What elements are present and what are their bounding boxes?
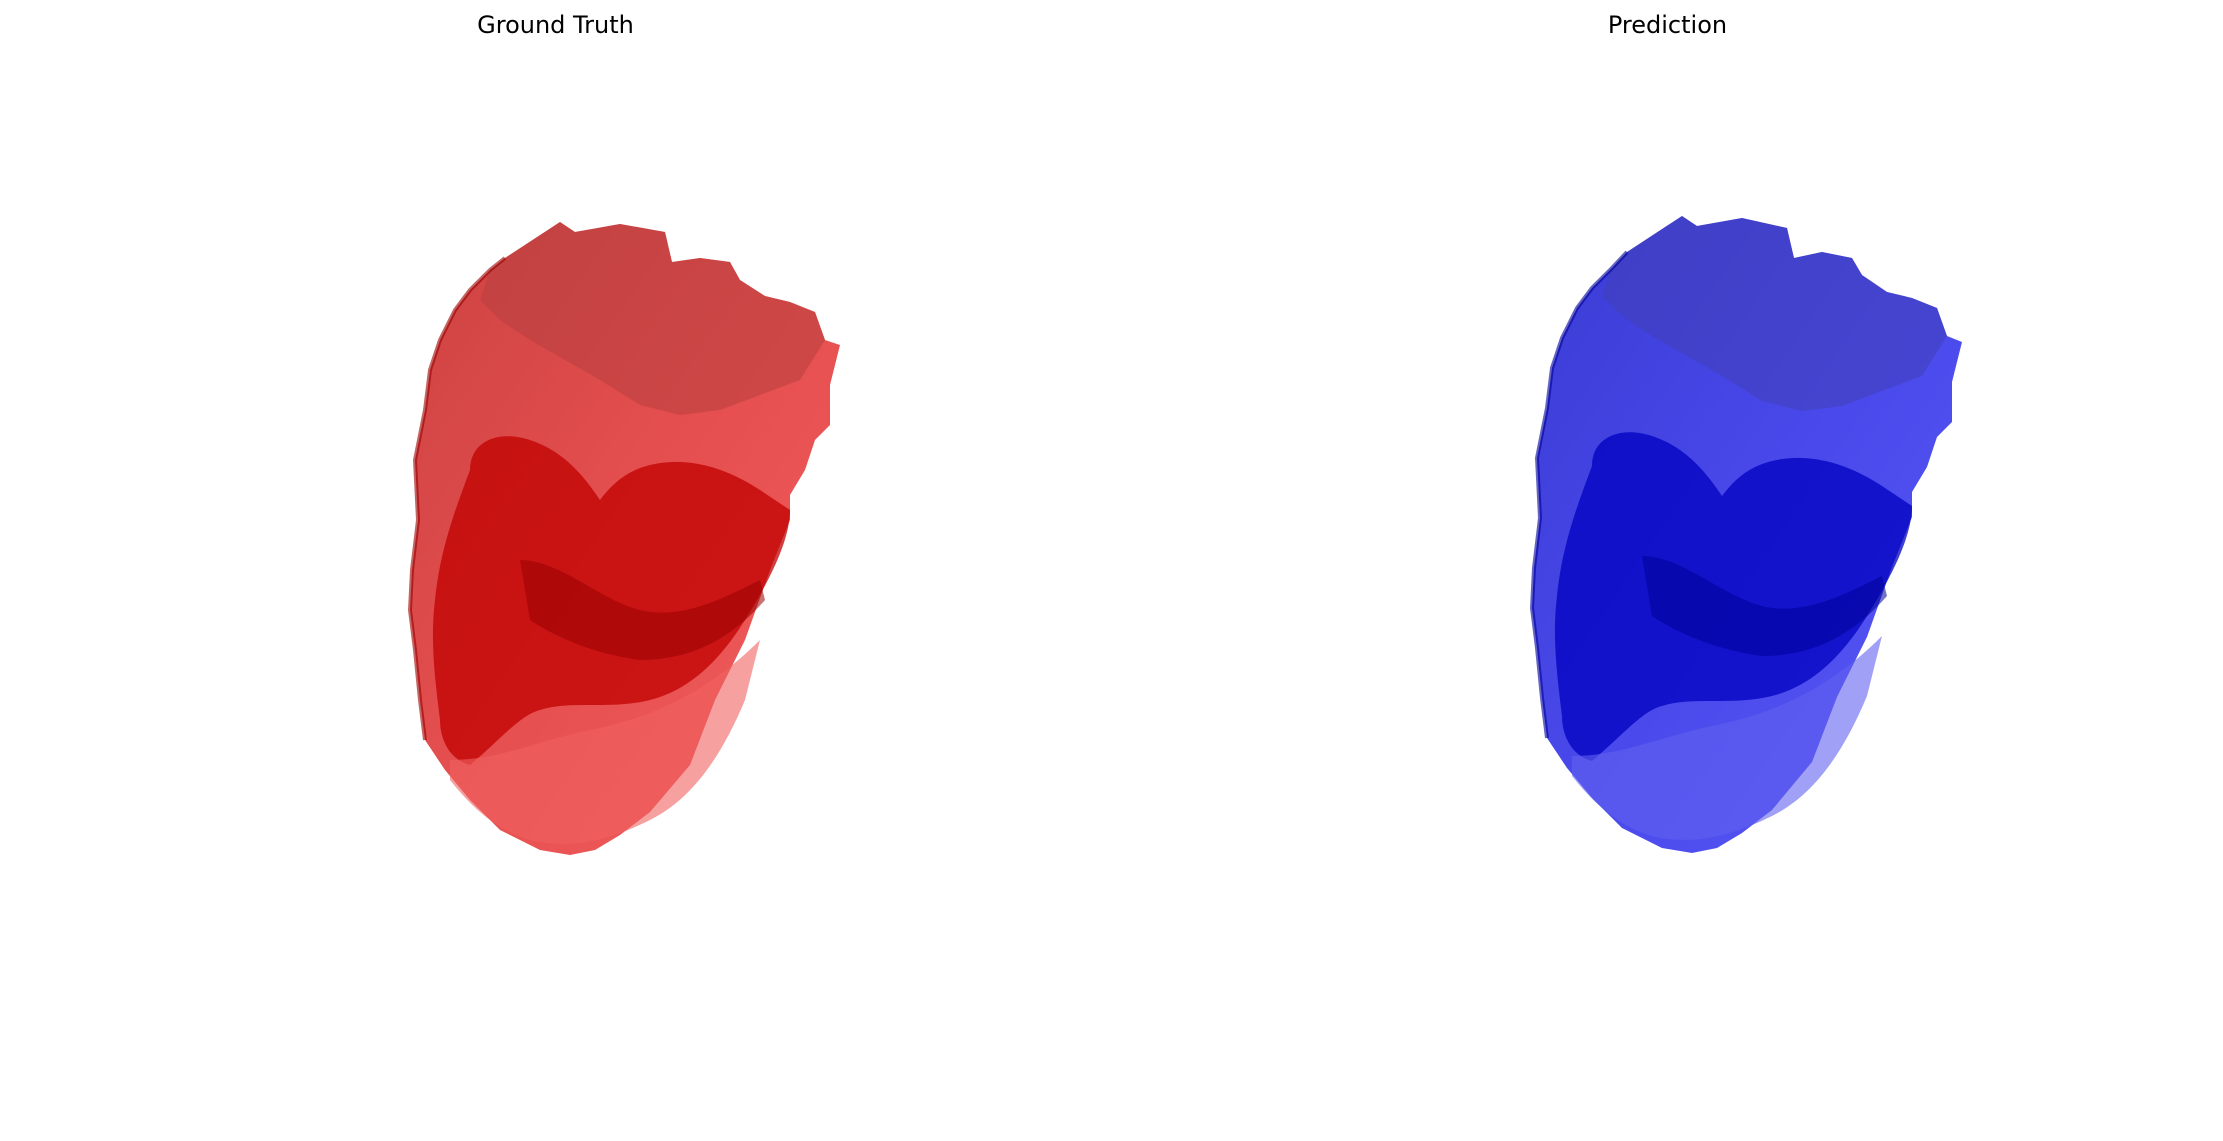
- ground-truth-lower-band: [450, 640, 760, 844]
- ground-truth-panel: Ground Truth: [0, 0, 1111, 1141]
- prediction-title: Prediction: [1607, 11, 1728, 39]
- ground-truth-mesh-render: [407, 222, 840, 855]
- prediction-inner-streak: [1642, 556, 1887, 656]
- prediction-lower-band: [1572, 636, 1882, 840]
- prediction-panel: Prediction: [1112, 0, 2223, 1141]
- ground-truth-title: Ground Truth: [477, 11, 634, 39]
- ground-truth-upper-cap: [480, 222, 825, 415]
- prediction-upper-cap: [1602, 216, 1947, 411]
- ground-truth-edge-line: [407, 256, 507, 741]
- prediction-edge-line: [1529, 250, 1629, 739]
- ground-truth-inner-streak: [520, 560, 765, 660]
- prediction-mesh-render: [1529, 216, 1962, 853]
